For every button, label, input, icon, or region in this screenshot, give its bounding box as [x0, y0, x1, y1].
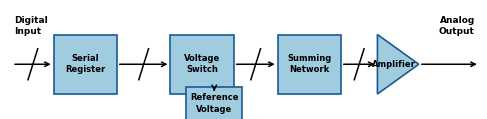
Polygon shape [377, 35, 419, 94]
Text: Voltage
Switch: Voltage Switch [184, 54, 220, 74]
FancyBboxPatch shape [170, 35, 234, 94]
Text: Reference
Voltage: Reference Voltage [190, 94, 239, 114]
FancyBboxPatch shape [278, 35, 341, 94]
Text: Digital
Input: Digital Input [14, 16, 47, 36]
Text: Analog
Output: Analog Output [439, 16, 475, 36]
Text: Serial
Register: Serial Register [65, 54, 105, 74]
Text: Amplifier: Amplifier [372, 60, 416, 69]
FancyBboxPatch shape [54, 35, 117, 94]
Text: Summing
Network: Summing Network [287, 54, 331, 74]
FancyBboxPatch shape [186, 87, 243, 119]
